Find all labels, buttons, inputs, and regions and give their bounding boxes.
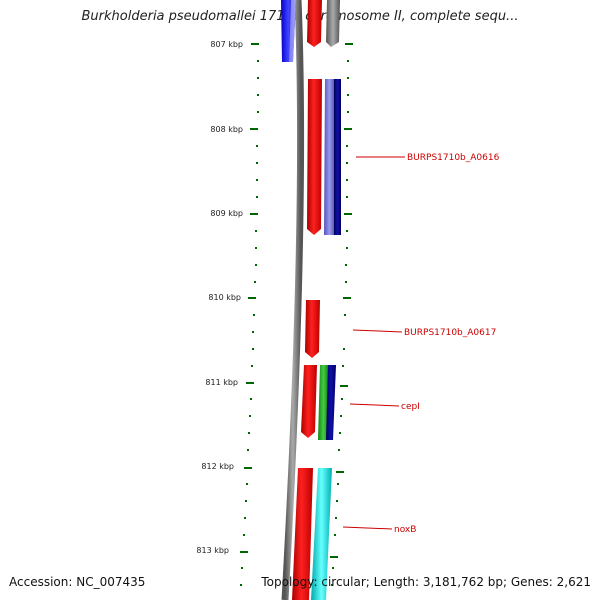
gene-feature-cepI-green[interactable] bbox=[318, 365, 329, 440]
tick-label: 808 kbp bbox=[210, 125, 243, 134]
gene-feature-noxB-red[interactable] bbox=[292, 468, 313, 600]
leader-line bbox=[342, 526, 393, 530]
dotted-ruler-right bbox=[331, 60, 349, 586]
leader-line bbox=[349, 403, 400, 407]
chromosome-backbone bbox=[281, 0, 305, 600]
tick-label: 811 kbp bbox=[205, 378, 238, 387]
accession-label: Accession: NC_007435 bbox=[9, 575, 146, 589]
major-ticks bbox=[240, 43, 353, 558]
gene-label-A0616[interactable]: BURPS1710b_A0616 bbox=[407, 153, 500, 163]
gene-feature-noxB[interactable] bbox=[311, 468, 332, 600]
gene-feature-A0616[interactable] bbox=[307, 79, 322, 235]
tick-label: 813 kbp bbox=[196, 546, 229, 555]
gene-feature-red-top[interactable] bbox=[307, 0, 322, 47]
gene-label-cepI[interactable]: cepI bbox=[401, 402, 420, 412]
gene-feature-blue-pair[interactable] bbox=[324, 79, 335, 235]
tick-label: 807 kbp bbox=[210, 40, 243, 49]
gene-label-noxB[interactable]: noxB bbox=[394, 525, 416, 535]
gene-feature-navy-pair[interactable] bbox=[334, 79, 341, 235]
gene-feature-A0617[interactable] bbox=[305, 300, 320, 358]
leader-line bbox=[352, 329, 403, 333]
tick-label: 812 kbp bbox=[201, 462, 234, 471]
gene-feature-light-top bbox=[289, 0, 296, 62]
gene-feature-grey-top[interactable] bbox=[326, 0, 340, 47]
tick-label: 810 kbp bbox=[208, 293, 241, 302]
gene-label-A0617[interactable]: BURPS1710b_A0617 bbox=[404, 328, 496, 338]
dotted-ruler-left bbox=[240, 60, 259, 586]
gene-feature-cepI-red[interactable] bbox=[301, 365, 317, 438]
tick-label: 809 kbp bbox=[210, 209, 243, 218]
genome-info-label: Topology: circular; Length: 3,181,762 bp… bbox=[261, 575, 591, 589]
gene-feature-cepI-navy[interactable] bbox=[326, 365, 336, 440]
